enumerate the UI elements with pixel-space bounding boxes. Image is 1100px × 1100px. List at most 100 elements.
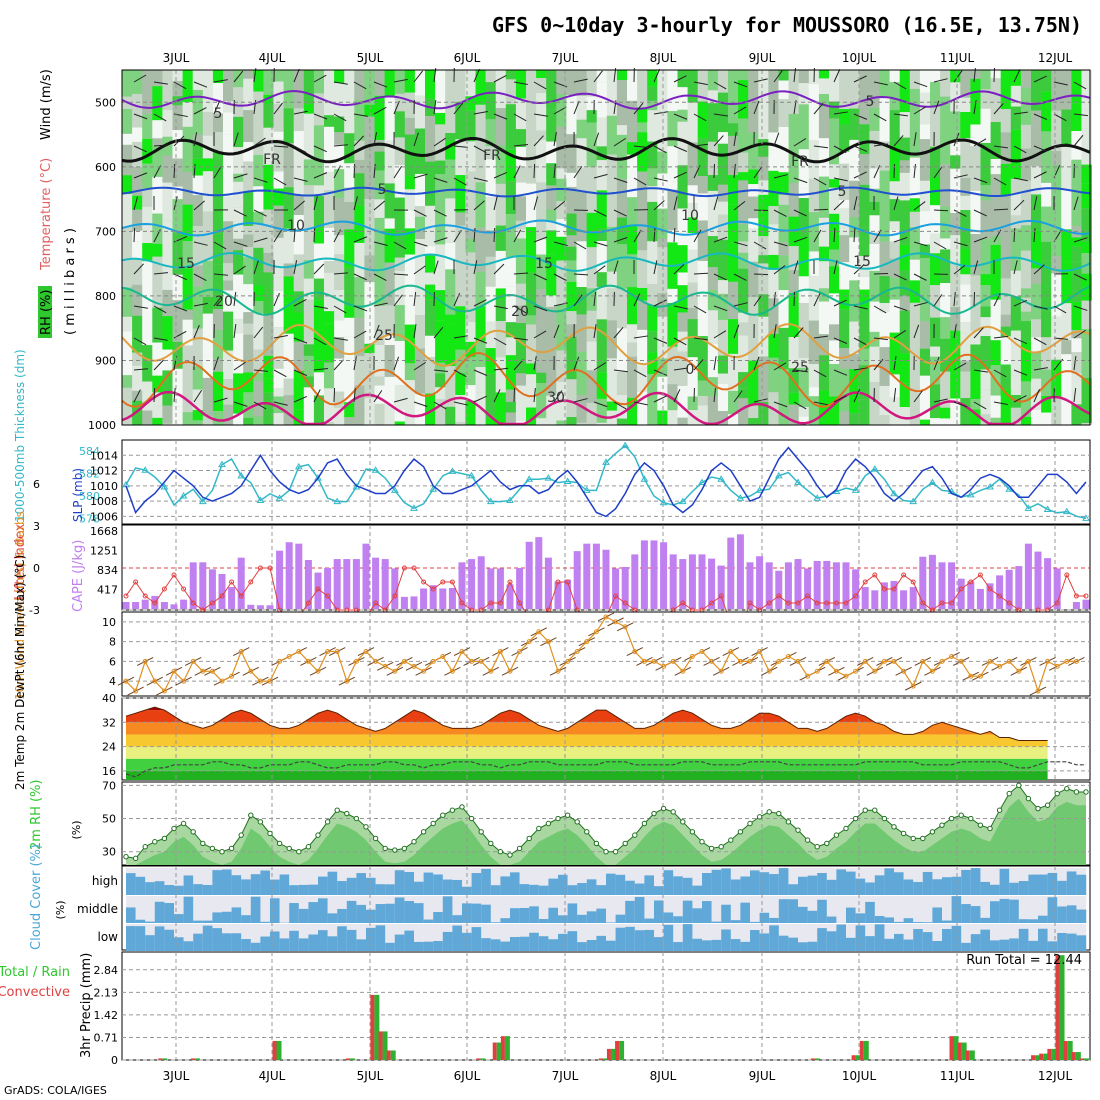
rh-cell <box>677 245 688 273</box>
li-point-61 <box>709 600 715 606</box>
rh-cell <box>263 422 274 425</box>
rh-cell <box>192 420 204 425</box>
cloud-fill <box>471 903 482 923</box>
rh-point-83 <box>920 835 926 842</box>
rh-cell <box>1051 359 1062 382</box>
rh-cell <box>172 158 183 187</box>
upper-wind-barb <box>533 196 539 211</box>
rh-cell <box>212 359 224 372</box>
cloud-fill <box>202 925 213 951</box>
cloud-fill <box>538 885 549 895</box>
rh-cell <box>990 174 1002 204</box>
upper-wind-barb <box>413 324 417 339</box>
rh-cell <box>859 289 870 309</box>
thickness-point <box>1082 514 1090 521</box>
rh-cell <box>253 416 264 425</box>
upper-wind-barb <box>1073 356 1077 371</box>
rh-cell <box>677 165 688 209</box>
rh-cell <box>152 176 163 189</box>
cloud-fill <box>721 868 731 895</box>
rh-cell <box>465 321 476 342</box>
rh-cell <box>212 371 224 412</box>
wind-point-27 <box>382 663 388 669</box>
upper-wind-barb <box>693 337 708 341</box>
series-slp <box>125 446 1087 518</box>
upper-wind-barb <box>313 196 318 211</box>
rh-cell <box>536 139 547 183</box>
upper-wind-barb <box>773 362 787 371</box>
upper-wind-barb <box>393 241 407 250</box>
cloud-fill <box>289 885 299 895</box>
upper-wind-barb <box>293 177 308 182</box>
upper-wind-barb <box>433 137 446 147</box>
cloud-fill <box>538 919 549 923</box>
upper-wind-barb <box>773 292 776 307</box>
wind-point-77 <box>862 658 868 664</box>
upper-wind-barb <box>173 388 176 403</box>
cloud-fill <box>874 916 885 923</box>
rain-bar-57 <box>610 1048 616 1060</box>
cape-bar-8 <box>199 562 207 609</box>
rh-cell <box>122 387 133 425</box>
p5-ytick-1: 24 <box>102 741 116 754</box>
cloud-bg <box>250 924 261 951</box>
rh-cell <box>1061 354 1072 400</box>
cloud-bg <box>1076 896 1087 923</box>
rh-cell <box>223 379 234 405</box>
rh-cell <box>515 70 527 79</box>
rh-cell <box>364 343 375 354</box>
rh-cell <box>293 194 305 215</box>
rh-cell <box>768 419 779 425</box>
upper-wind-barb <box>473 260 478 275</box>
rh-cell <box>627 324 638 343</box>
upper-wind-barb <box>413 361 427 371</box>
rh-cell <box>243 70 254 79</box>
rh-cell <box>687 396 699 411</box>
rh-cell <box>182 171 194 205</box>
cloud-fill <box>942 877 952 895</box>
ylabel-millibars: ( m i l l i b a r s ) <box>63 228 78 335</box>
rh-cell <box>243 78 254 111</box>
cloud-bg <box>481 924 491 951</box>
cloud-fill <box>750 930 760 951</box>
cloud-bg <box>586 896 597 923</box>
upper-wind-barb <box>653 111 668 115</box>
rh-cell <box>667 384 678 396</box>
upper-wind-barb <box>653 68 661 83</box>
rh-cell <box>1071 338 1082 353</box>
rh-point-86 <box>948 815 955 822</box>
p5-ytick-3: 40 <box>102 692 116 705</box>
p6-ytick-0: 30 <box>102 846 116 859</box>
cloud-bg <box>874 896 885 923</box>
cape-bar-48 <box>583 543 591 609</box>
rh-cell <box>869 346 880 383</box>
rh-cell <box>879 312 890 348</box>
li-point-41 <box>517 600 523 606</box>
rh-cell <box>223 112 234 135</box>
rh-cell <box>182 126 194 172</box>
upper-wind-barb <box>593 292 597 307</box>
thickness-point <box>851 486 860 493</box>
upper-wind-barb <box>433 177 448 183</box>
thickness-point <box>179 492 188 499</box>
rh-cell <box>435 70 446 113</box>
cloud-fill <box>586 940 597 951</box>
rh-cell <box>374 217 385 256</box>
upper-wind-barb <box>233 173 248 179</box>
rh-cell <box>374 151 385 171</box>
rh-cell <box>960 178 971 196</box>
rh-cell <box>485 197 497 231</box>
upper-wind-barb <box>213 273 228 276</box>
cloud-fill <box>922 871 933 895</box>
rh-cell <box>980 239 991 275</box>
upper-wind-barb <box>633 401 648 406</box>
rh-cell <box>536 212 547 240</box>
rh-cell <box>1020 225 1032 251</box>
upper-wind-barb <box>233 132 239 147</box>
rh-cell <box>758 93 769 140</box>
rh-cell <box>576 422 587 425</box>
rh-cell <box>566 172 577 187</box>
wind-point-29 <box>401 658 407 664</box>
